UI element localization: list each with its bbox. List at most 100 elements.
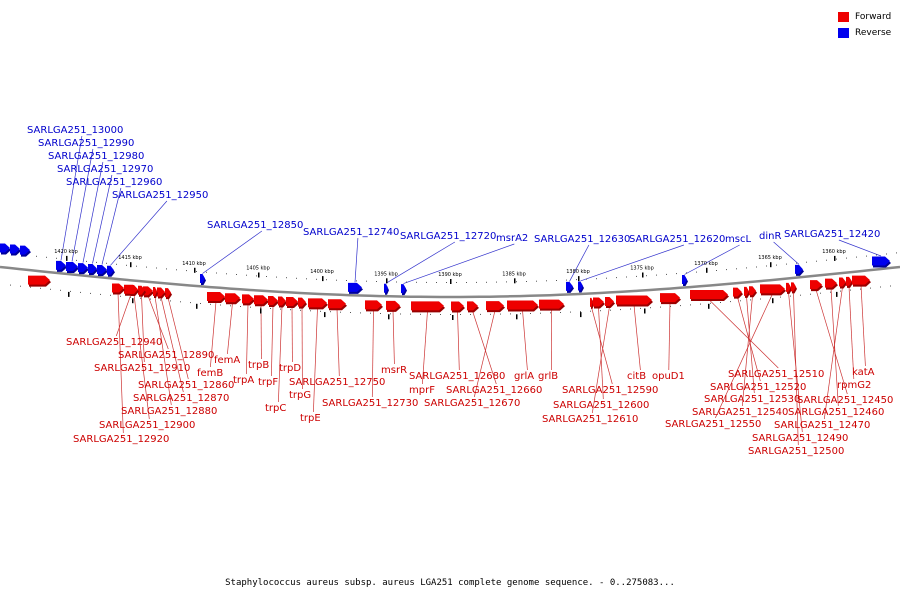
gene-label-sarlga251-12610[interactable]: SARLGA251_12610 bbox=[542, 414, 638, 425]
gene-label-sarlga251-12950[interactable]: SARLGA251_12950 bbox=[112, 190, 208, 201]
gene-label-sarlga251-12670[interactable]: SARLGA251_12670 bbox=[424, 398, 520, 409]
gene-label-sarlga251-12730[interactable]: SARLGA251_12730 bbox=[322, 398, 418, 409]
reverse-gene-sarlga251-12960[interactable] bbox=[97, 264, 108, 276]
gene-label-sarlga251-12920[interactable]: SARLGA251_12920 bbox=[73, 434, 169, 445]
gene-label-sarlga251-12450[interactable]: SARLGA251_12450 bbox=[797, 395, 893, 406]
gene-label-sarlga251-12470[interactable]: SARLGA251_12470 bbox=[774, 420, 870, 431]
gene-label-trpf[interactable]: trpF bbox=[258, 377, 278, 388]
forward-gene-sarlga251-12860[interactable] bbox=[165, 288, 172, 300]
gene-label-sarlga251-12660[interactable]: SARLGA251_12660 bbox=[446, 385, 542, 396]
gene-label-kata[interactable]: katA bbox=[852, 367, 875, 378]
forward-gene-sarlga251-12510[interactable] bbox=[690, 290, 729, 302]
reverse-gene-sarlga251-12720[interactable] bbox=[384, 283, 389, 295]
gene-label-mscl[interactable]: mscL bbox=[725, 234, 751, 245]
gene-label-sarlga251-12630[interactable]: SARLGA251_12630 bbox=[534, 234, 630, 245]
gene-label-mprf[interactable]: mprF bbox=[409, 385, 435, 396]
gene-label-trpg[interactable]: trpG bbox=[289, 390, 311, 401]
forward-gene-rpmg2[interactable] bbox=[846, 276, 853, 288]
gene-label-sarlga251-12460[interactable]: SARLGA251_12460 bbox=[788, 407, 884, 418]
reverse-gene-sarlga251-12620[interactable] bbox=[578, 281, 584, 293]
forward-gene-sarlga251-12530[interactable] bbox=[744, 286, 750, 298]
forward-gene-sarlga251-12730[interactable] bbox=[365, 300, 383, 312]
reverse-gene-sarlga251-12630[interactable] bbox=[566, 281, 574, 293]
gene-label-trpe[interactable]: trpE bbox=[300, 413, 321, 424]
forward-gene-sarlga251-12670[interactable] bbox=[486, 301, 505, 313]
forward-gene-sarlga251-12610[interactable] bbox=[605, 296, 615, 308]
forward-gene-sarlga251-12900[interactable] bbox=[130, 285, 139, 297]
gene-label-sarlga251-12420[interactable]: SARLGA251_12420 bbox=[784, 229, 880, 240]
forward-gene-mprf[interactable] bbox=[411, 301, 445, 313]
gene-label-sarlga251-13000[interactable]: SARLGA251_13000 bbox=[27, 125, 123, 136]
gene-label-femb[interactable]: femB bbox=[197, 368, 223, 379]
forward-gene-femb[interactable] bbox=[207, 292, 226, 304]
forward-gene-sarlga251-12880[interactable] bbox=[153, 286, 158, 298]
forward-gene-edge[interactable] bbox=[28, 275, 51, 287]
gene-label-sarlga251-12900[interactable]: SARLGA251_12900 bbox=[99, 420, 195, 431]
gene-label-sarlga251-12880[interactable]: SARLGA251_12880 bbox=[121, 406, 217, 417]
reverse-gene-sarlga251-13000[interactable] bbox=[56, 260, 67, 272]
reverse-gene-edge[interactable] bbox=[20, 245, 31, 257]
forward-gene-sarlga251-12450[interactable] bbox=[810, 280, 823, 292]
forward-gene-sarlga251-12910[interactable] bbox=[138, 285, 146, 297]
reverse-gene-sarlga251-12950[interactable] bbox=[107, 265, 115, 277]
forward-gene-trpf[interactable] bbox=[268, 295, 279, 307]
forward-gene-citb[interactable] bbox=[616, 295, 653, 307]
forward-gene-sarlga251-12600[interactable] bbox=[593, 297, 605, 309]
gene-label-sarlga251-12590[interactable]: SARLGA251_12590 bbox=[562, 385, 658, 396]
reverse-gene-mscl[interactable] bbox=[682, 274, 688, 286]
gene-label-dinr[interactable]: dinR bbox=[759, 231, 781, 242]
reverse-gene-msra2[interactable] bbox=[401, 284, 407, 296]
gene-label-sarlga251-12550[interactable]: SARLGA251_12550 bbox=[665, 419, 761, 430]
gene-label-trpb[interactable]: trpB bbox=[248, 360, 269, 371]
gene-label-trpc[interactable]: trpC bbox=[265, 403, 286, 414]
forward-gene-kata[interactable] bbox=[852, 275, 871, 287]
gene-label-sarlga251-12910[interactable]: SARLGA251_12910 bbox=[94, 363, 190, 374]
reverse-gene-sarlga251-12850[interactable] bbox=[200, 273, 206, 285]
reverse-gene-sarlga251-12420[interactable] bbox=[872, 256, 891, 268]
gene-label-sarlga251-12870[interactable]: SARLGA251_12870 bbox=[133, 393, 229, 404]
gene-label-trpd[interactable]: trpD bbox=[279, 363, 301, 374]
gene-label-sarlga251-12980[interactable]: SARLGA251_12980 bbox=[48, 151, 144, 162]
gene-label-grlb[interactable]: grlB bbox=[538, 371, 558, 382]
gene-label-trpa[interactable]: trpA bbox=[233, 375, 254, 386]
reverse-gene-edge[interactable] bbox=[10, 244, 21, 256]
reverse-gene-sarlga251-12990[interactable] bbox=[66, 261, 79, 273]
forward-gene-sarlga251-12920[interactable] bbox=[112, 283, 125, 295]
forward-gene-sarlga251-12460[interactable] bbox=[825, 278, 838, 290]
gene-label-grla[interactable]: grlA bbox=[514, 371, 534, 382]
gene-label-sarlga251-12620[interactable]: SARLGA251_12620 bbox=[629, 234, 725, 245]
gene-label-sarlga251-12740[interactable]: SARLGA251_12740 bbox=[303, 227, 399, 238]
gene-label-sarlga251-12500[interactable]: SARLGA251_12500 bbox=[748, 446, 844, 457]
forward-gene-trpb[interactable] bbox=[254, 295, 269, 307]
forward-gene-msrr[interactable] bbox=[386, 300, 401, 312]
forward-gene-sarlga251-12490[interactable] bbox=[786, 282, 792, 294]
gene-label-sarlga251-12510[interactable]: SARLGA251_12510 bbox=[728, 369, 824, 380]
gene-label-sarlga251-12600[interactable]: SARLGA251_12600 bbox=[553, 400, 649, 411]
gene-label-msra2[interactable]: msrA2 bbox=[496, 233, 528, 244]
reverse-gene-sarlga251-12970[interactable] bbox=[88, 264, 98, 276]
reverse-gene-dinr[interactable] bbox=[795, 264, 804, 276]
reverse-gene-sarlga251-12980[interactable] bbox=[78, 263, 89, 275]
forward-gene-sarlga251-12750[interactable] bbox=[328, 299, 347, 311]
forward-gene-trpd[interactable] bbox=[286, 297, 299, 309]
forward-gene-sarlga251-12470[interactable] bbox=[839, 277, 847, 289]
gene-label-sarlga251-12680[interactable]: SARLGA251_12680 bbox=[409, 371, 505, 382]
gene-label-msrr[interactable]: msrR bbox=[381, 365, 407, 376]
gene-label-sarlga251-12940[interactable]: SARLGA251_12940 bbox=[66, 337, 162, 348]
gene-label-rpmg2[interactable]: rpmG2 bbox=[837, 380, 871, 391]
gene-label-opud1[interactable]: opuD1 bbox=[652, 371, 685, 382]
gene-label-sarlga251-12860[interactable]: SARLGA251_12860 bbox=[138, 380, 234, 391]
reverse-gene-edge[interactable] bbox=[0, 243, 11, 255]
gene-label-sarlga251-12530[interactable]: SARLGA251_12530 bbox=[704, 394, 800, 405]
forward-gene-sarlga251-12660[interactable] bbox=[467, 301, 479, 313]
gene-label-sarlga251-12960[interactable]: SARLGA251_12960 bbox=[66, 177, 162, 188]
gene-label-sarlga251-12850[interactable]: SARLGA251_12850 bbox=[207, 220, 303, 231]
gene-label-sarlga251-12540[interactable]: SARLGA251_12540 bbox=[692, 407, 788, 418]
forward-gene-sarlga251-12890[interactable] bbox=[143, 286, 154, 298]
gene-label-fema[interactable]: femA bbox=[214, 355, 240, 366]
forward-gene-trpg[interactable] bbox=[298, 297, 307, 309]
forward-gene-sarlga251-12500[interactable] bbox=[791, 282, 797, 294]
forward-gene-grla[interactable] bbox=[507, 300, 539, 312]
forward-gene-trpa[interactable] bbox=[242, 294, 255, 306]
forward-gene-opud1[interactable] bbox=[660, 293, 681, 305]
